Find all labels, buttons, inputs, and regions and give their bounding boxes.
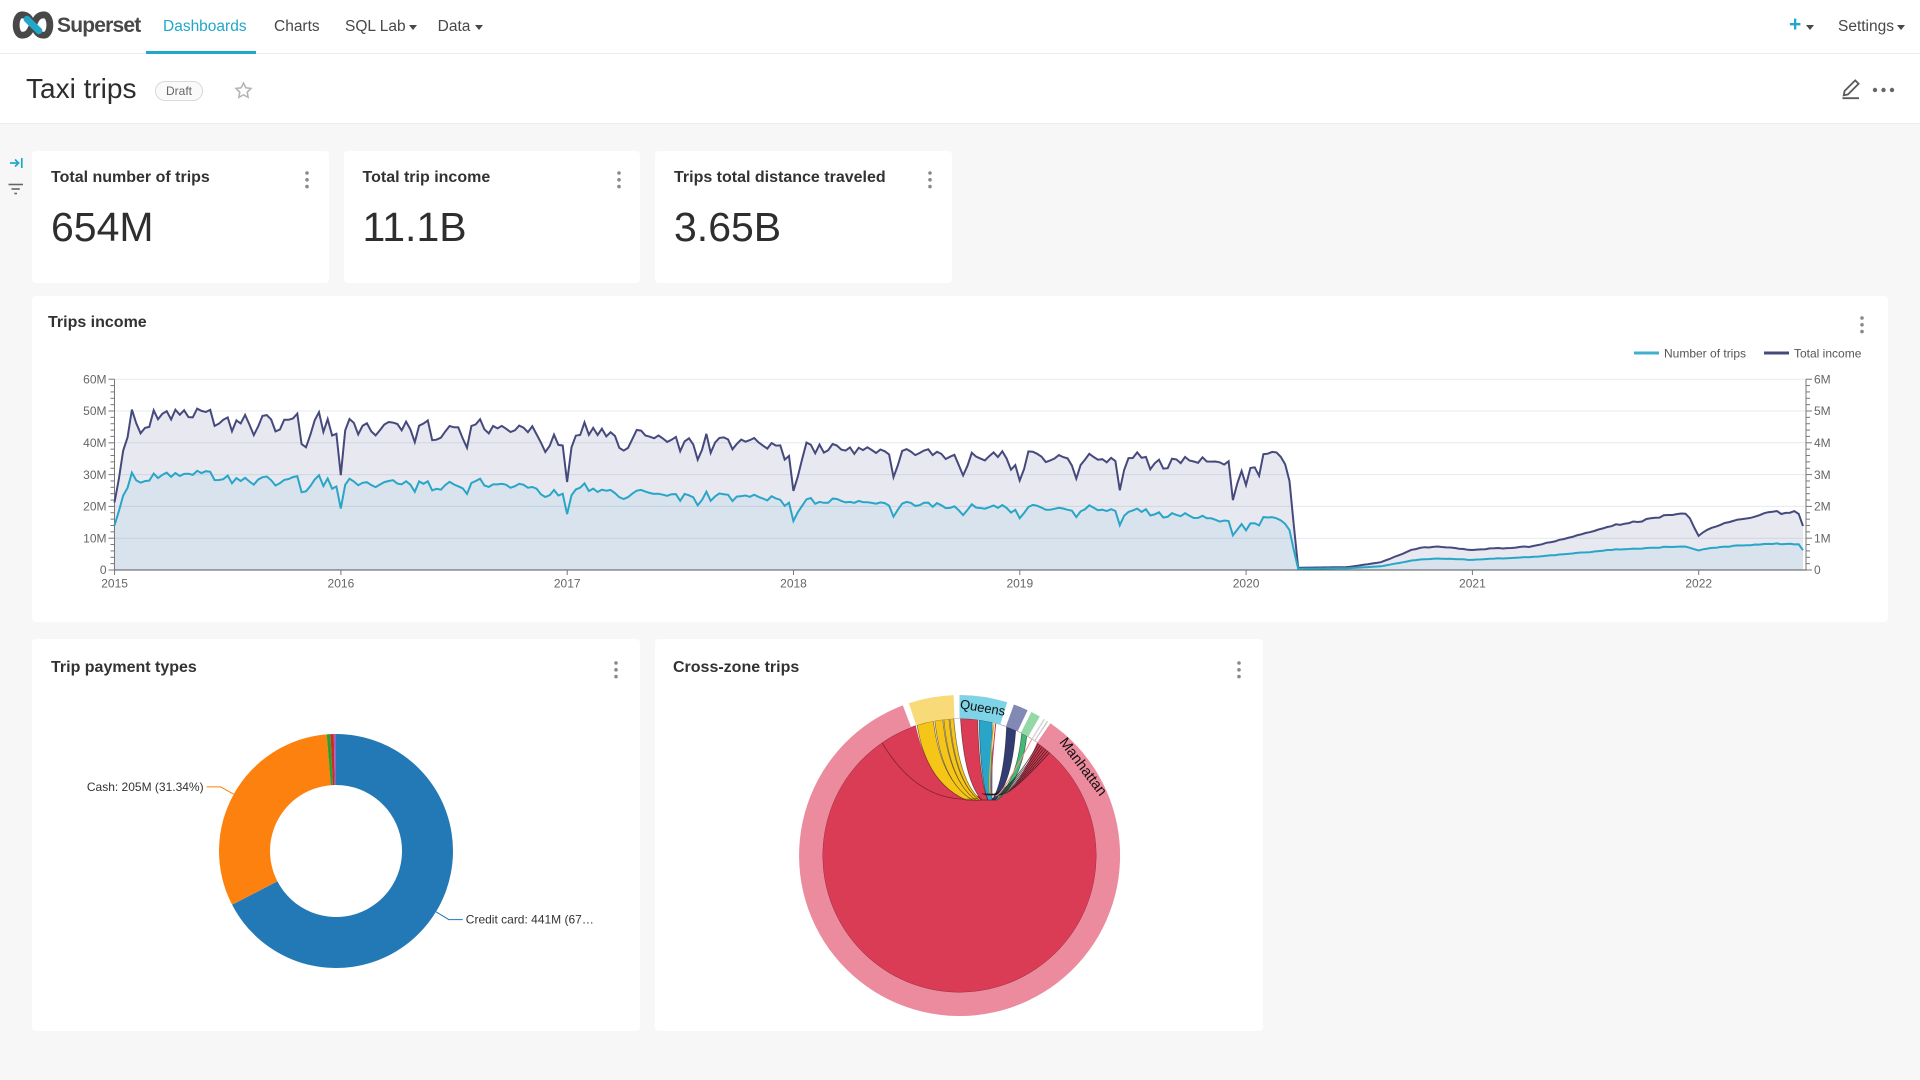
svg-text:Credit card: 441M (67…: Credit card: 441M (67…	[466, 913, 594, 927]
svg-text:2018: 2018	[780, 577, 807, 591]
svg-text:6M: 6M	[1814, 372, 1831, 386]
svg-text:10M: 10M	[83, 531, 106, 545]
svg-text:1M: 1M	[1814, 531, 1831, 545]
svg-text:2017: 2017	[554, 577, 581, 591]
svg-text:30M: 30M	[83, 468, 106, 482]
svg-text:2020: 2020	[1233, 577, 1260, 591]
svg-text:60M: 60M	[83, 372, 106, 386]
svg-text:20M: 20M	[83, 500, 106, 514]
svg-text:50M: 50M	[83, 404, 106, 418]
svg-text:40M: 40M	[83, 436, 106, 450]
svg-text:2022: 2022	[1685, 577, 1712, 591]
svg-text:3M: 3M	[1814, 468, 1831, 482]
svg-text:Total income: Total income	[1794, 347, 1862, 361]
svg-text:4M: 4M	[1814, 436, 1831, 450]
svg-text:0: 0	[1814, 563, 1821, 577]
svg-text:2021: 2021	[1459, 577, 1486, 591]
svg-text:Queens: Queens	[959, 696, 1007, 718]
svg-text:2M: 2M	[1814, 500, 1831, 514]
svg-text:2015: 2015	[101, 577, 128, 591]
svg-text:0: 0	[100, 563, 107, 577]
svg-text:Cash: 205M (31.34%): Cash: 205M (31.34%)	[87, 780, 204, 794]
svg-text:5M: 5M	[1814, 404, 1831, 418]
svg-text:2019: 2019	[1006, 577, 1033, 591]
svg-text:Number of trips: Number of trips	[1664, 347, 1746, 361]
svg-text:2016: 2016	[328, 577, 355, 591]
